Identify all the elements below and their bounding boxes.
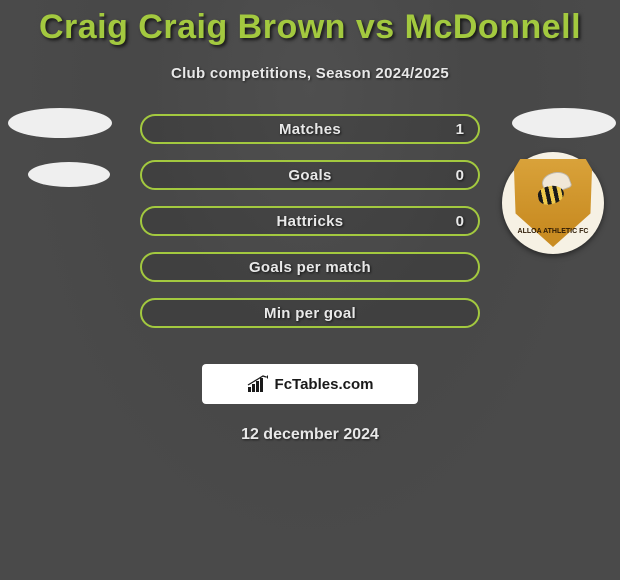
stat-value-right: 0 bbox=[456, 213, 464, 230]
brand-link[interactable]: FcTables.com bbox=[202, 364, 418, 404]
stat-label: Goals per match bbox=[249, 259, 371, 276]
page-title: Craig Craig Brown vs McDonnell bbox=[0, 0, 620, 47]
crest-wasp-icon bbox=[528, 170, 578, 214]
subtitle: Club competitions, Season 2024/2025 bbox=[0, 65, 620, 82]
placeholder-ellipse bbox=[28, 162, 110, 187]
club-crest: ALLOA ATHLETIC FC bbox=[502, 152, 604, 254]
right-player-badge-placeholder: ALLOA ATHLETIC FC bbox=[512, 110, 612, 210]
stat-row-goals-per-match: Goals per match bbox=[140, 252, 480, 282]
stat-row-min-per-goal: Min per goal bbox=[140, 298, 480, 328]
stat-rows: Matches 1 Goals 0 Hattricks 0 Goals per … bbox=[140, 114, 480, 344]
stat-row-matches: Matches 1 bbox=[140, 114, 480, 144]
snapshot-date: 12 december 2024 bbox=[0, 426, 620, 444]
stat-value-right: 1 bbox=[456, 121, 464, 138]
stat-row-goals: Goals 0 bbox=[140, 160, 480, 190]
left-player-badge-placeholder bbox=[8, 110, 108, 210]
placeholder-ellipse bbox=[8, 108, 112, 138]
stat-label: Min per goal bbox=[264, 305, 356, 322]
bar-chart-icon bbox=[247, 375, 269, 393]
stats-area: ALLOA ATHLETIC FC Matches 1 Goals 0 Hatt… bbox=[0, 114, 620, 354]
stat-value-right: 0 bbox=[456, 167, 464, 184]
stat-label: Matches bbox=[279, 121, 341, 138]
brand-text: FcTables.com bbox=[275, 376, 374, 393]
crest-label: ALLOA ATHLETIC FC bbox=[514, 228, 592, 235]
stat-label: Goals bbox=[288, 167, 331, 184]
stat-row-hattricks: Hattricks 0 bbox=[140, 206, 480, 236]
stat-label: Hattricks bbox=[277, 213, 344, 230]
placeholder-ellipse bbox=[512, 108, 616, 138]
